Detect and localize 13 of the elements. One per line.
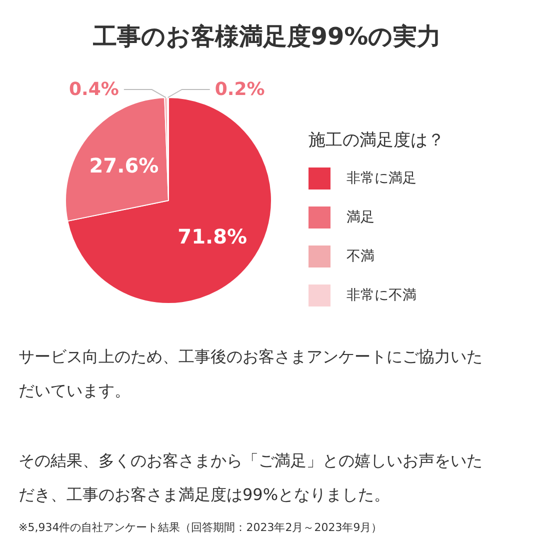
data-label: 27.6% (89, 154, 159, 178)
legend-label: 不満 (346, 248, 374, 264)
text: ※5,934件の自社アンケート結果（回答期間：2023年2月～2023年9月） (18, 521, 382, 534)
data-label: 0.4% (68, 79, 119, 100)
legend-label: 非常に不満 (346, 288, 416, 304)
data-label: 0.2% (214, 79, 265, 100)
data-label: 71.8% (178, 224, 248, 248)
text: サービス向上のため、工事後のお客さまアンケートにご協力いただいています。 (18, 347, 482, 400)
chart-title: 工事のお客様満足度99%の実力 (92, 22, 442, 50)
legend-label: 満足 (346, 210, 374, 226)
text: その結果、多くのお客さまから「ご満足」との嬉しいお声をいただき、工事のお客さま満足度は99%となりました。 (18, 451, 482, 504)
legend-title: 施工の満足度は？ (308, 130, 444, 150)
legend-label: 非常に満足 (346, 170, 416, 186)
